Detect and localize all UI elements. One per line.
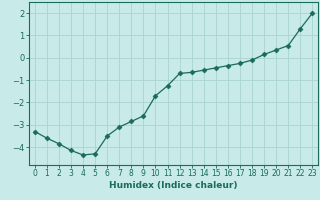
X-axis label: Humidex (Indice chaleur): Humidex (Indice chaleur)	[109, 181, 238, 190]
